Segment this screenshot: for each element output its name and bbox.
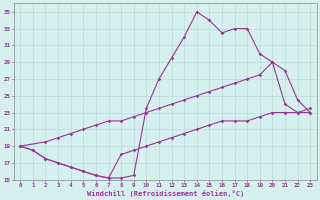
X-axis label: Windchill (Refroidissement éolien,°C): Windchill (Refroidissement éolien,°C) bbox=[87, 190, 244, 197]
